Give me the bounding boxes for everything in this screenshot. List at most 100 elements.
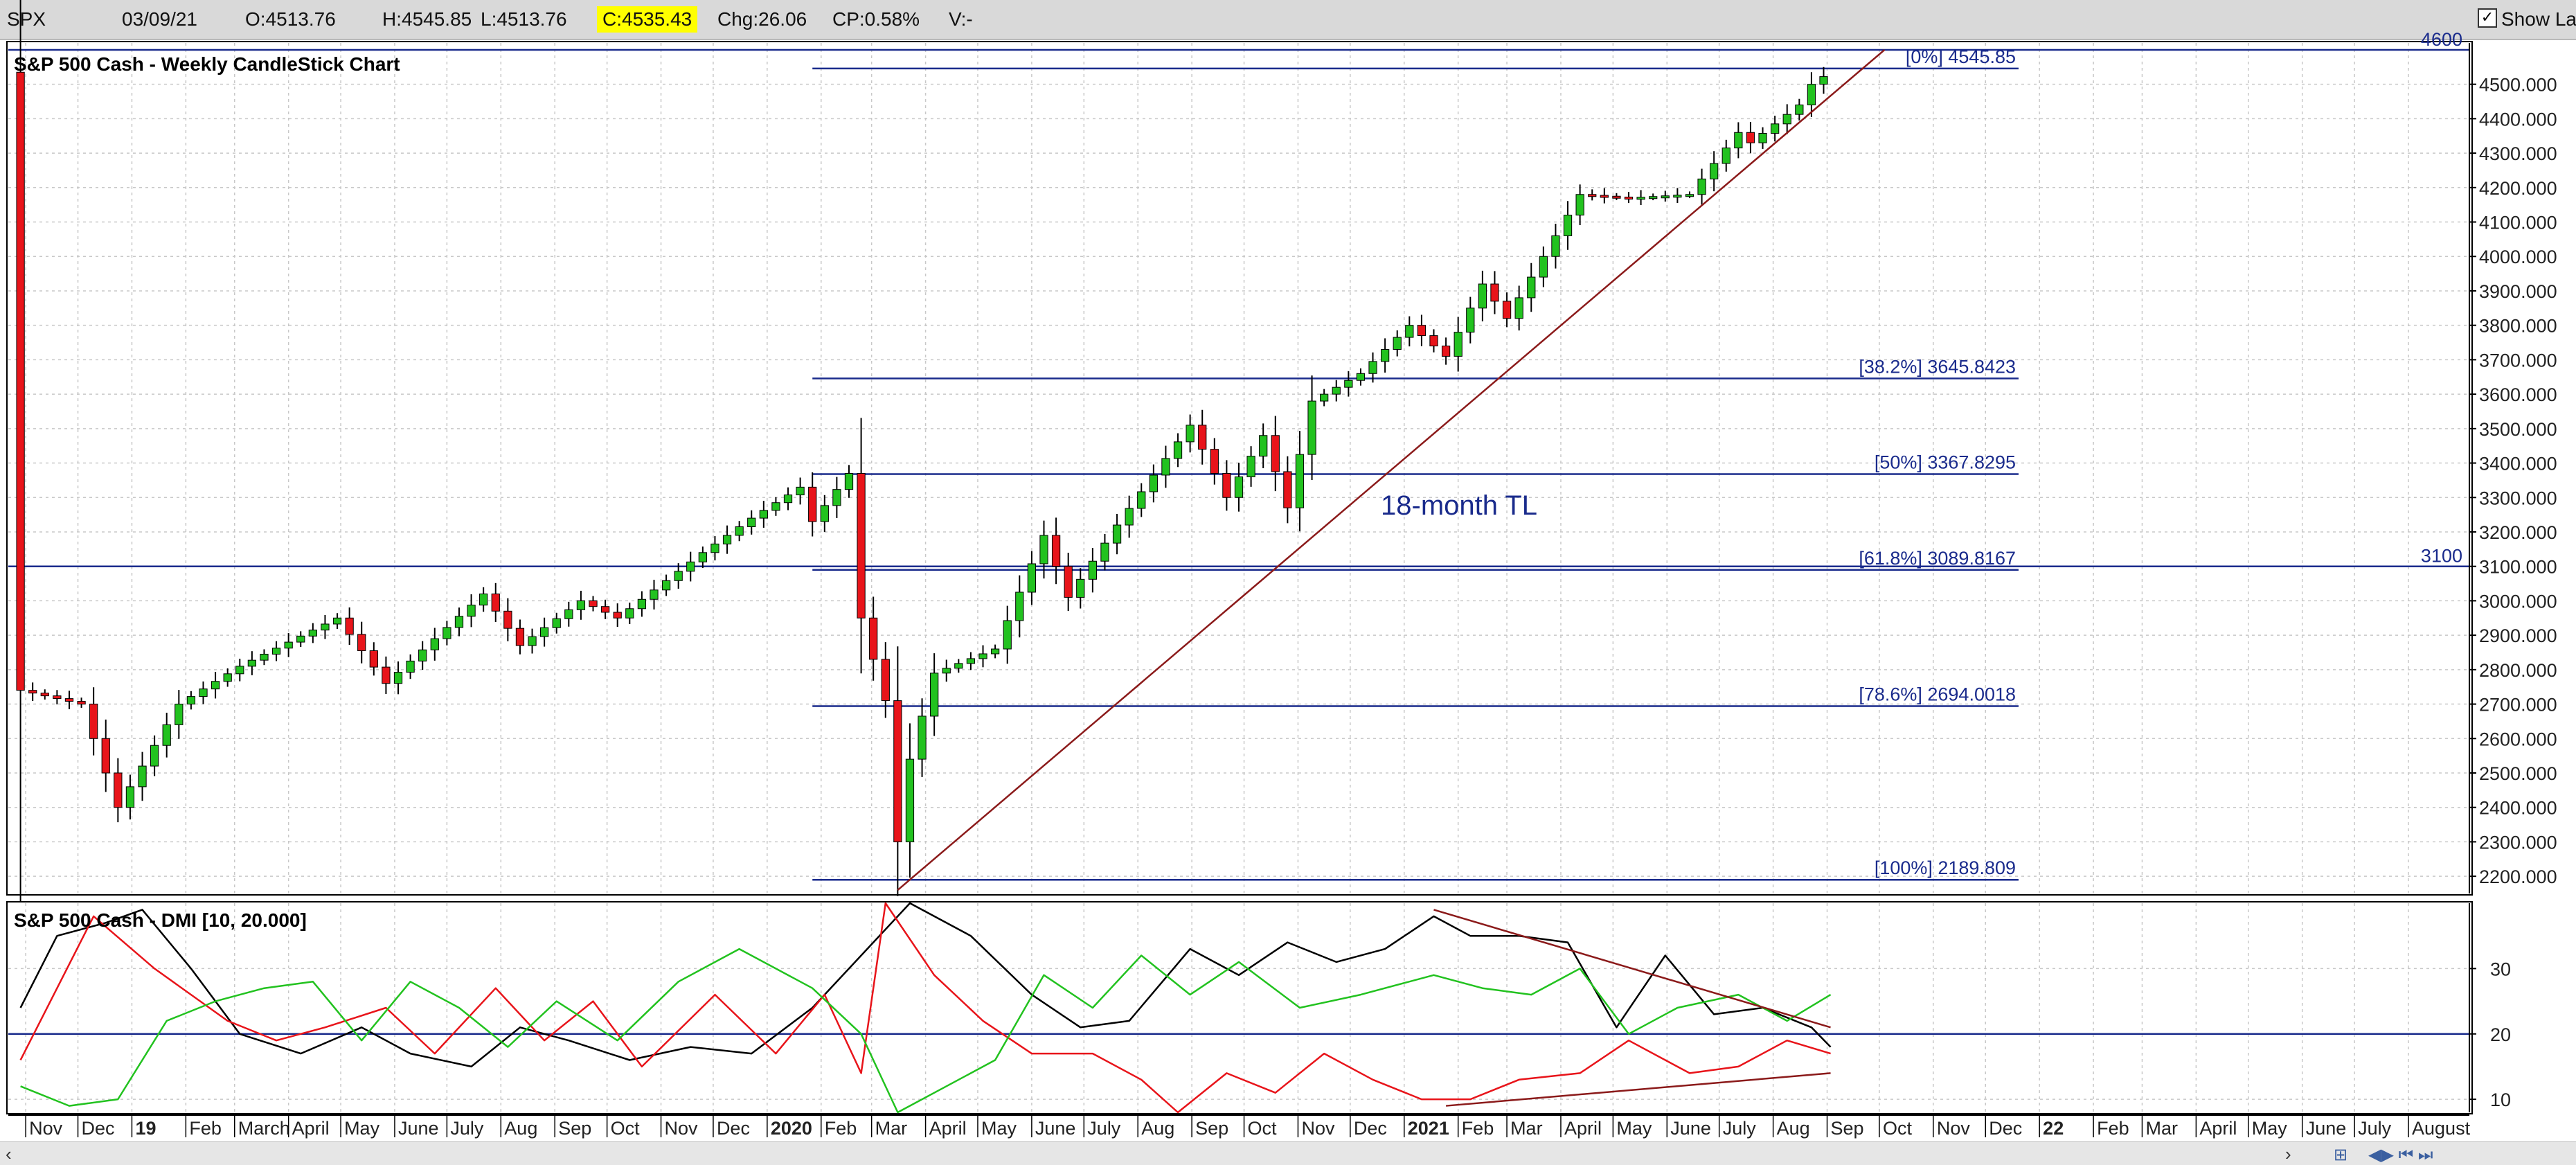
candle-body [905,758,915,842]
candle-body [869,617,878,660]
low-value: L:4513.76 [481,8,567,30]
chart-area[interactable]: [0%] 4545.85 [38.2%] 3645.8423 [50%] 3367.… [0,0,2576,1141]
candle-body [735,526,744,536]
y-tick-label: 4500.000 [2479,75,2557,96]
dmi-trendlines [1433,909,1831,1107]
price-marker-label: 3100 [2421,546,2462,567]
trendline [897,48,1886,891]
candle-body [454,616,464,628]
y-tick-label: 3800.000 [2479,316,2557,337]
candle-body [930,673,939,717]
y-tick-label: 3700.000 [2479,350,2557,371]
candle-body [808,486,817,522]
x-tick-label: May [981,1118,1017,1139]
candle-body [759,510,768,519]
candle-body [199,688,208,697]
fib-label: [100%] 2189.809 [1875,857,2016,878]
candle-body [881,659,890,702]
candle-body [1685,194,1694,197]
zoom-icon[interactable]: ⊞ [2334,1146,2348,1164]
x-tick-label: April [292,1118,330,1139]
y-tick-label: 3900.000 [2479,281,2557,302]
y-tick-label: 4200.000 [2479,178,2557,199]
candle-body [1527,276,1536,299]
candle-body [1283,471,1292,508]
y-tick-label: 2600.000 [2479,729,2557,749]
show-last-label: Show La [2501,8,2576,30]
candlesticks [16,0,1828,911]
candle-body [1478,283,1487,309]
y-tick-label: 2300.000 [2479,832,2557,853]
x-tick-label: Feb [189,1118,222,1139]
candle-body [430,638,439,650]
nav-icons[interactable]: ◀▶ ⏮ ⏭ [2368,1146,2433,1164]
candle-body [1807,84,1816,105]
x-tick-label: July [1723,1118,1757,1139]
price-chart-title: S&P 500 Cash - Weekly CandleStick Chart [14,53,400,75]
candle-body [1076,578,1085,598]
candle-body [89,704,98,739]
candle-body [1490,283,1499,302]
y-tick-label: 2800.000 [2479,660,2557,681]
candle-body [393,672,403,684]
candle-body [747,517,756,528]
x-tick-label: April [929,1118,967,1139]
candle-body [978,653,987,659]
candle-body [40,693,49,697]
fib-label: [78.6%] 2694.0018 [1859,684,2016,705]
candle-body [1539,256,1548,278]
y-tick-label: 2700.000 [2479,695,2557,715]
candle-body [1234,476,1244,498]
candle-body [1466,308,1475,333]
candle-body [1051,535,1061,567]
candle-body [1551,235,1560,257]
x-tick-label: Aug [1141,1118,1174,1139]
candle-body [698,552,707,562]
candle-body [528,636,537,646]
x-tick-label: June [398,1118,439,1139]
candle-body [1502,301,1512,319]
y-tick-label: 3400.000 [2479,454,2557,474]
candle-body [576,600,586,610]
dmi-panel[interactable]: 10 20 30 S&P 500 Cash - DMI [10, 20.000] [6,901,2511,1114]
dmi-y-tick-label: 30 [2490,959,2511,979]
price-horizontal-lines [8,48,2469,567]
candle-body [1649,196,1658,199]
candle-body [235,666,244,675]
candle-body [1600,195,1609,198]
scroll-right-icon[interactable]: › [2285,1144,2291,1164]
candle-body [1710,163,1719,179]
dmi-trendline [1445,1072,1831,1107]
candle-body [1563,215,1573,236]
candle-body [138,765,147,788]
candle-body [1782,114,1791,125]
candle-body [1295,454,1305,508]
scroll-bar[interactable]: ‹ › ⊞ ◀▶ ⏮ ⏭ [0,1141,2576,1165]
candle-body [101,738,110,774]
show-last-checkbox[interactable]: ✓ [2478,8,2497,28]
candle-body [1125,508,1134,526]
candle-body [1027,563,1037,593]
price-panel[interactable]: [0%] 4545.85 [38.2%] 3645.8423 [50%] 3367.… [6,0,2557,911]
dmi-series-1 [19,902,1831,1114]
x-tick-label: Oct [1248,1118,1278,1139]
date-label: 03/09/21 [122,8,197,30]
x-tick-label: April [1564,1118,1602,1139]
fib-label: [38.2%] 3645.8423 [1859,356,2016,377]
candle-body [186,696,196,705]
candle-body [1344,380,1353,388]
x-tick-label: June [1035,1118,1076,1139]
y-tick-label: 3500.000 [2479,419,2557,440]
y-tick-label: 4100.000 [2479,213,2557,233]
candle-body [491,593,500,612]
scroll-left-icon[interactable]: ‹ [6,1144,12,1164]
candle-body [1441,346,1451,357]
x-tick-label: August [2412,1118,2471,1139]
x-tick-label: May [1616,1118,1652,1139]
candle-body [942,668,951,674]
x-tick-label: May [2252,1118,2288,1139]
candle-body [1003,620,1012,650]
x-tick-label: Feb [825,1118,857,1139]
candle-body [990,648,1000,655]
candle-body [1246,456,1255,477]
